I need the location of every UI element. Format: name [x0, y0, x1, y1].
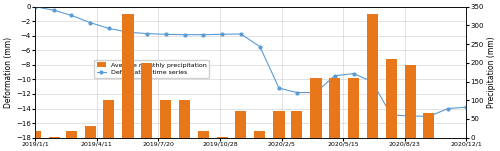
Bar: [236, 111, 246, 138]
Bar: [30, 131, 40, 138]
Bar: [366, 14, 378, 138]
Bar: [85, 126, 96, 138]
Bar: [198, 131, 209, 138]
Bar: [386, 59, 396, 138]
Bar: [48, 137, 60, 138]
Bar: [423, 113, 434, 138]
Bar: [179, 100, 190, 138]
Bar: [348, 78, 359, 138]
Bar: [104, 100, 115, 138]
Legend: Average monthly precipitation, Deformation time series: Average monthly precipitation, Deformati…: [94, 60, 210, 78]
Bar: [254, 131, 266, 138]
Y-axis label: Deformation (mm): Deformation (mm): [4, 37, 13, 108]
Bar: [405, 65, 416, 138]
Bar: [66, 131, 77, 138]
Bar: [329, 78, 340, 138]
Bar: [160, 100, 171, 138]
Bar: [310, 78, 322, 138]
Bar: [217, 137, 228, 138]
Bar: [122, 14, 134, 138]
Bar: [141, 63, 152, 138]
Y-axis label: Precipitation (mm): Precipitation (mm): [487, 36, 496, 108]
Bar: [292, 111, 302, 138]
Bar: [274, 111, 284, 138]
